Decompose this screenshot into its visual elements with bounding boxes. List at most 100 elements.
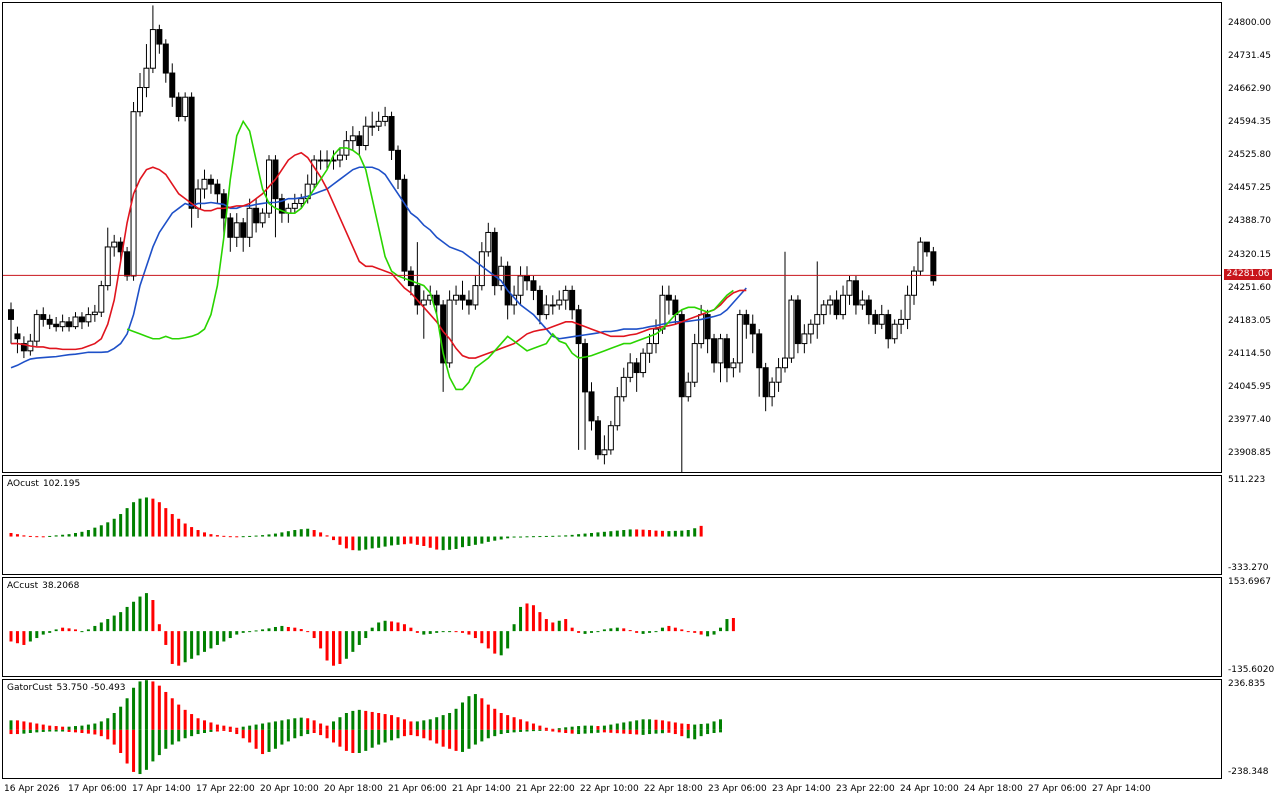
candle-body — [549, 304, 556, 307]
histogram-bar — [506, 631, 510, 649]
histogram-bar — [54, 729, 58, 732]
histogram-bar — [254, 630, 258, 632]
histogram-bar — [177, 729, 181, 742]
candle — [820, 300, 827, 325]
histogram-bar — [138, 498, 142, 537]
histogram-bar — [183, 523, 187, 537]
histogram-bar — [222, 631, 226, 642]
candle-body — [775, 367, 782, 383]
price-chart-panel[interactable] — [2, 2, 1222, 473]
histogram-bar — [544, 619, 548, 632]
histogram-bar — [125, 729, 129, 764]
histogram-bar — [325, 535, 329, 537]
candle-body — [756, 333, 763, 369]
histogram-bar — [312, 720, 316, 730]
histogram-bar — [441, 536, 445, 551]
histogram-bar — [422, 536, 426, 547]
time-axis-label: 27 Apr 14:00 — [1092, 784, 1151, 794]
candle-body — [188, 96, 195, 209]
histogram-bar — [635, 631, 639, 633]
candle-body — [904, 294, 911, 320]
candle — [923, 241, 930, 257]
histogram-bar — [660, 530, 664, 537]
histogram-bar — [235, 727, 239, 730]
candle — [46, 314, 53, 330]
candle-body — [794, 299, 801, 345]
histogram-bar — [170, 631, 174, 664]
candle — [775, 358, 782, 392]
candle — [382, 106, 389, 127]
histogram-bar — [564, 729, 568, 733]
candle-body — [575, 309, 582, 345]
histogram-bar — [390, 536, 394, 546]
time-axis-label: 24 Apr 10:00 — [900, 784, 959, 794]
histogram-bar — [196, 530, 200, 537]
candle-body — [324, 159, 331, 162]
histogram-bar — [699, 525, 703, 537]
histogram-bar — [312, 530, 316, 537]
histogram-bar — [538, 725, 542, 730]
histogram-bar — [9, 532, 13, 537]
histogram-bar — [86, 629, 90, 632]
histogram-bar — [67, 729, 71, 732]
candle-body — [111, 241, 118, 248]
histogram-bar — [267, 722, 271, 730]
histogram-bar — [222, 725, 226, 730]
candle — [195, 179, 202, 218]
histogram-bar — [435, 536, 439, 550]
candle-body — [762, 367, 769, 398]
histogram-bar — [351, 536, 355, 551]
histogram-bar — [467, 729, 471, 749]
ac-indicator-panel[interactable]: ACcust 38.2068 — [2, 577, 1222, 677]
candle-body — [840, 294, 847, 316]
candle — [414, 242, 421, 315]
candle — [324, 150, 331, 170]
histogram-bar — [106, 718, 110, 730]
histogram-bar — [499, 536, 503, 540]
histogram-bar — [319, 532, 323, 537]
histogram-bar — [538, 536, 542, 538]
histogram-bar — [409, 536, 413, 544]
price-axis-label: 24731.45 — [1228, 50, 1271, 61]
histogram-bar — [209, 631, 213, 649]
histogram-bar — [635, 720, 639, 730]
histogram-bar — [673, 627, 677, 632]
histogram-bar — [222, 535, 226, 537]
histogram-bar — [415, 721, 419, 730]
histogram-bar — [364, 536, 368, 550]
histogram-bar — [41, 536, 45, 538]
candle — [898, 309, 905, 334]
histogram-bar — [435, 631, 439, 633]
histogram-bar — [170, 729, 174, 745]
candle-body — [865, 299, 872, 316]
histogram-bar — [248, 535, 252, 537]
histogram-bar — [99, 525, 103, 537]
alligator-lips-line — [126, 119, 734, 391]
ao-indicator-panel[interactable]: AOcust 102.195 — [2, 475, 1222, 575]
current-price-tag: 24281.06 — [1224, 268, 1272, 280]
histogram-bar — [499, 729, 503, 735]
gator-indicator-panel[interactable]: GatorCust 53.750 -50.493 — [2, 679, 1222, 779]
histogram-bar — [299, 629, 303, 632]
histogram-bar — [654, 729, 658, 734]
histogram-bar — [480, 698, 484, 730]
candle-body — [53, 323, 60, 328]
histogram-bar — [209, 722, 213, 730]
candle-body — [930, 251, 937, 282]
histogram-bar — [280, 532, 284, 537]
histogram-bar — [602, 629, 606, 632]
histogram-bar — [706, 723, 710, 730]
price-axis-label: 24594.35 — [1228, 117, 1271, 128]
candle — [762, 362, 769, 412]
candle-body — [827, 299, 834, 306]
price-axis-label: 23908.85 — [1228, 448, 1271, 459]
candle-body — [633, 362, 640, 374]
candle — [356, 131, 363, 156]
histogram-bar — [719, 627, 722, 632]
candle-body — [388, 116, 395, 151]
histogram-bar — [370, 711, 374, 730]
candle-body — [820, 304, 827, 316]
histogram-bar — [590, 532, 593, 537]
histogram-bar — [383, 729, 387, 743]
candle-body — [730, 362, 737, 369]
